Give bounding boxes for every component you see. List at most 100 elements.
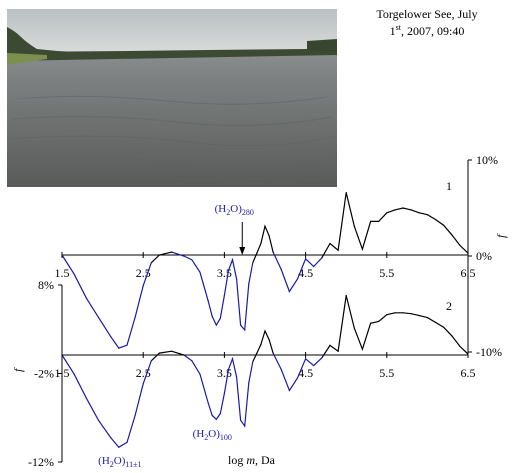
series-1-point — [73, 273, 75, 275]
caption-day: 1 — [389, 24, 396, 38]
series-1-point — [240, 324, 242, 326]
series-1-point — [459, 244, 461, 246]
annotation-arrow-head — [239, 247, 246, 255]
series-1-point — [296, 278, 299, 280]
annotation-h2o-100: (H2O)100 — [193, 428, 232, 442]
series-2-point — [207, 402, 209, 404]
x-tick-label: 1.5 — [55, 266, 70, 280]
series-1-segment — [171, 251, 254, 332]
photo-caption: Torgelower See, July 1st, 2007, 09:40 — [352, 7, 502, 38]
series-2-point — [256, 352, 258, 354]
x-tick-label: 6.5 — [461, 266, 476, 280]
series-2-point — [150, 360, 152, 362]
series-1-point — [305, 258, 307, 260]
series-1-point — [199, 271, 201, 273]
series-2-point — [386, 314, 388, 316]
series-1-point — [223, 294, 225, 296]
series-2-point — [345, 294, 347, 297]
series-1-point — [410, 209, 412, 211]
series-2-point — [272, 352, 274, 354]
series-2-point — [199, 373, 201, 375]
series-1-point — [227, 269, 230, 271]
series-1-segment — [150, 251, 172, 264]
series-2-point — [219, 413, 221, 415]
series-1-point — [370, 220, 372, 222]
series-1-point — [451, 234, 453, 236]
series-1-point — [61, 254, 63, 256]
series-2-point — [171, 350, 173, 352]
x-tick-label: 3.5 — [217, 266, 232, 280]
series-2-point — [134, 414, 136, 417]
series-1-point — [211, 315, 213, 317]
series-1-point — [118, 347, 120, 349]
caption-day-suffix: st — [395, 23, 401, 32]
series-1-point — [321, 257, 323, 259]
series-2-point — [378, 320, 380, 322]
series-1-segment — [252, 224, 274, 263]
series-2-point — [329, 344, 331, 346]
series-2-point — [443, 326, 445, 328]
series-1-point — [207, 300, 209, 302]
series-1-point — [158, 254, 160, 256]
right-tick-label: 0% — [476, 249, 492, 263]
series-1-point — [142, 285, 144, 287]
series-1-point — [329, 242, 331, 245]
left-tick-label: 8% — [38, 278, 54, 292]
series-2-point — [459, 345, 461, 347]
series-1-point — [268, 235, 270, 237]
series-2-point — [73, 373, 75, 375]
series-1-point — [264, 225, 266, 227]
x-tick-label: 4.5 — [298, 366, 313, 380]
annotation-h2o-11: (H2O)11±1 — [98, 455, 141, 469]
series-2-point — [410, 313, 412, 315]
series-2-point — [353, 327, 355, 329]
series-2-point — [434, 321, 437, 323]
chart-axes — [61, 160, 469, 462]
series-1-point — [467, 252, 469, 254]
series-2-point — [85, 397, 87, 399]
series-2-point — [418, 315, 420, 317]
series-1-point — [260, 242, 262, 245]
series-2-point — [305, 358, 307, 360]
series-1-point — [418, 212, 420, 214]
right-tick-label: -10% — [476, 345, 502, 359]
panel-label-1: 1 — [446, 179, 452, 193]
caption-line-1: Torgelower See, July — [376, 7, 478, 21]
series-1-point — [126, 344, 128, 346]
series-2-point — [252, 361, 254, 363]
x-tick-label: 2.5 — [136, 366, 151, 380]
series-2-point — [264, 330, 266, 332]
left-tick-label: -2% — [34, 367, 54, 381]
lake-photo — [6, 9, 338, 187]
x-tick-label: 2.5 — [136, 266, 151, 280]
series-1-point — [215, 324, 217, 326]
series-1-point — [345, 192, 347, 194]
series-1-point — [434, 218, 437, 221]
series-1-point — [394, 209, 396, 211]
series-2-point — [244, 425, 246, 427]
x-axis-label: log m, Da — [228, 453, 276, 467]
series-2-point — [370, 322, 372, 324]
panel-label-2: 2 — [446, 299, 452, 313]
series-1-point — [256, 252, 258, 254]
series-1-point — [402, 207, 404, 209]
x-tick-label: 5.5 — [379, 266, 394, 280]
annotation-h2o-280: (H2O)280 — [215, 203, 254, 217]
series-2-point — [280, 368, 282, 370]
series-2-point — [268, 339, 270, 341]
series-1-point — [244, 329, 246, 331]
series-2-point — [426, 317, 428, 319]
series-1-point — [443, 224, 445, 226]
series-2-point — [260, 343, 262, 345]
series-2-point — [126, 441, 128, 443]
series-2-point — [236, 376, 238, 378]
x-tick-label: 3.5 — [217, 366, 232, 380]
series-2-point — [394, 312, 396, 314]
series-1-point — [85, 297, 87, 299]
series-1-point — [280, 268, 282, 270]
caption-date-time: , 2007, 09:40 — [401, 24, 465, 38]
series-2-point — [97, 419, 100, 421]
series-1-point — [361, 248, 363, 250]
series-1-point — [219, 317, 221, 319]
